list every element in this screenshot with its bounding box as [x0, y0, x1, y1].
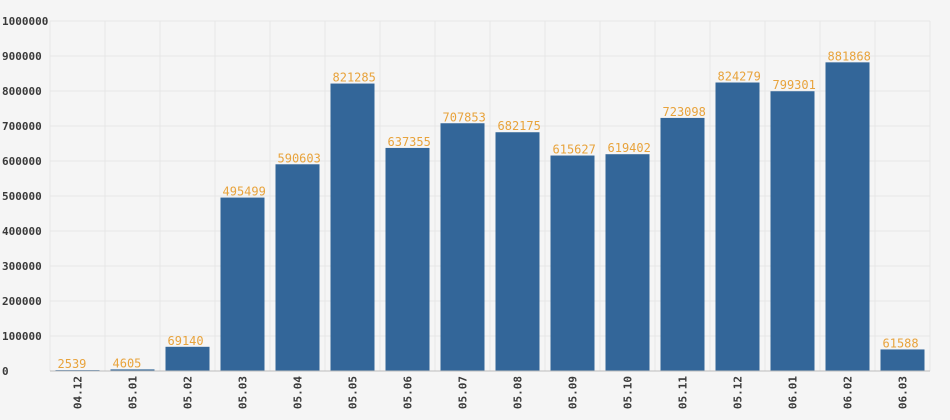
bar [660, 117, 705, 371]
bar [385, 147, 430, 371]
y-tick-label: 300000 [2, 260, 42, 273]
bar [880, 349, 925, 371]
bar [165, 346, 210, 371]
x-tick-label: 05.04 [292, 376, 305, 409]
data-label: 799301 [773, 78, 816, 92]
x-tick-label: 05.12 [732, 376, 745, 409]
x-tick-label: 06.02 [842, 376, 855, 409]
y-tick-label: 800000 [2, 85, 42, 98]
bar [770, 91, 815, 371]
data-label: 707853 [443, 110, 486, 124]
y-tick-label: 100000 [2, 330, 42, 343]
x-tick-label: 05.11 [677, 376, 690, 409]
data-label: 590603 [278, 151, 321, 165]
x-tick-label: 05.06 [402, 376, 415, 409]
bars [55, 62, 925, 372]
data-label: 61588 [883, 336, 919, 350]
x-tick-label: 05.03 [237, 376, 250, 409]
y-axis-ticks: 0 100000 200000 300000 400000 500000 600000 700… [2, 15, 48, 378]
y-tick-label: 400000 [2, 225, 42, 238]
y-tick-label: 600000 [2, 155, 42, 168]
x-tick-label: 06.03 [897, 376, 910, 409]
data-label: 824279 [718, 70, 761, 84]
bar [550, 155, 595, 371]
bar [275, 164, 320, 371]
y-tick-label: 1000000 [2, 15, 48, 28]
bar [110, 369, 155, 371]
bar [440, 123, 485, 371]
data-label: 881868 [828, 49, 871, 63]
x-tick-label: 05.05 [347, 376, 360, 409]
y-tick-label: 500000 [2, 190, 42, 203]
x-tick-label: 05.02 [182, 376, 195, 409]
x-tick-label: 05.01 [127, 376, 140, 409]
data-label: 682175 [498, 119, 541, 133]
data-label: 2539 [58, 357, 87, 371]
y-tick-label: 700000 [2, 120, 42, 133]
data-label: 4605 [113, 356, 142, 370]
data-label: 723098 [663, 105, 706, 119]
bar [605, 154, 650, 371]
data-label: 619402 [608, 141, 651, 155]
x-tick-label: 05.10 [622, 376, 635, 409]
y-tick-label: 0 [2, 365, 9, 378]
bar [495, 132, 540, 371]
data-label: 495499 [223, 185, 266, 199]
x-tick-label: 06.01 [787, 376, 800, 409]
x-tick-label: 05.08 [512, 376, 525, 409]
x-axis-ticks: 04.12 05.01 05.02 05.03 05.04 05.05 05.06 05.07… [72, 376, 910, 409]
y-tick-label: 900000 [2, 50, 42, 63]
grid [49, 20, 931, 372]
bar [825, 62, 870, 372]
bar [715, 82, 760, 371]
x-tick-label: 05.07 [457, 376, 470, 409]
x-tick-label: 05.09 [567, 376, 580, 409]
bar [330, 83, 375, 372]
data-label: 637355 [388, 135, 431, 149]
data-labels: 2539 4605 69140 495499 590603 821285 637355 707… [58, 49, 919, 371]
bar [220, 197, 265, 371]
data-label: 69140 [168, 334, 204, 348]
x-tick-label: 04.12 [72, 376, 85, 409]
data-label: 821285 [333, 71, 376, 85]
data-label: 615627 [553, 143, 596, 157]
y-tick-label: 200000 [2, 295, 42, 308]
